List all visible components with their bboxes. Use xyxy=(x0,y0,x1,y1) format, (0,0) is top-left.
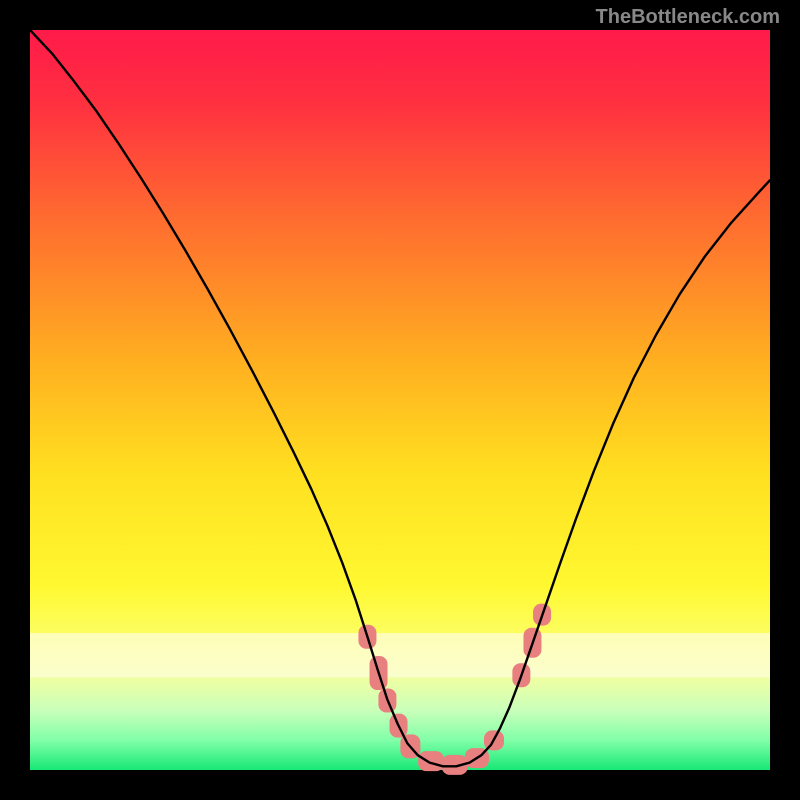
marker-point xyxy=(418,751,444,771)
pale-band xyxy=(30,633,770,677)
bottleneck-chart xyxy=(0,0,800,800)
watermark-text: TheBottleneck.com xyxy=(596,6,780,29)
chart-container: TheBottleneck.com xyxy=(0,0,800,800)
